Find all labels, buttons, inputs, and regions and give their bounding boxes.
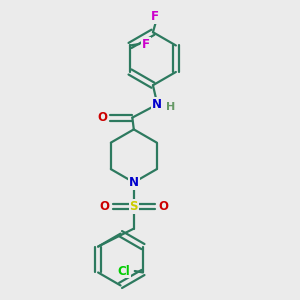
Text: S: S (130, 200, 138, 213)
Text: Cl: Cl (118, 265, 130, 278)
Text: N: N (129, 176, 139, 189)
Text: H: H (166, 102, 175, 112)
Text: F: F (151, 11, 159, 23)
Text: O: O (97, 111, 107, 124)
Text: N: N (152, 98, 162, 111)
Text: F: F (142, 38, 150, 50)
Text: O: O (99, 200, 110, 213)
Text: O: O (158, 200, 168, 213)
